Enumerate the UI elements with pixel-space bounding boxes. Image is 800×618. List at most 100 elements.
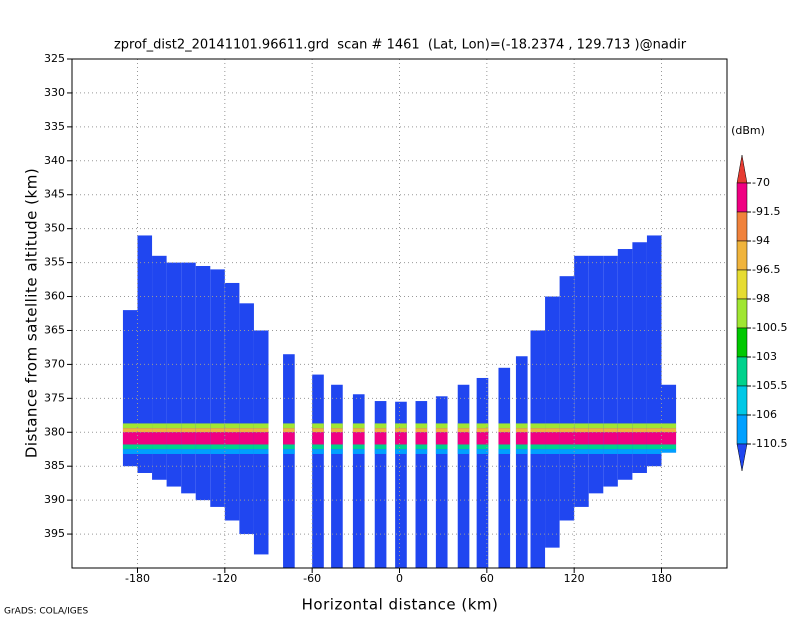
y-tick-label: 350 — [44, 222, 65, 235]
x-tick-label: -60 — [303, 572, 321, 585]
echo-layer — [632, 423, 647, 429]
echo-layer — [457, 428, 470, 433]
echo-layer — [239, 423, 254, 429]
colorbar-segment — [736, 385, 748, 416]
echo-column — [195, 265, 211, 501]
echo-layer — [224, 444, 240, 450]
echo-layer — [283, 444, 295, 450]
echo-layer — [435, 428, 448, 433]
echo-column — [312, 374, 324, 568]
echo-column — [498, 367, 511, 568]
echo-layer — [181, 432, 196, 445]
echo-layer — [224, 432, 240, 445]
echo-layer — [498, 423, 511, 429]
echo-layer — [352, 449, 365, 454]
colorbar-segment — [736, 240, 748, 271]
echo-layer — [122, 449, 138, 454]
echo-layer — [239, 444, 254, 450]
echo-layer — [312, 444, 324, 450]
echo-layer — [181, 428, 196, 433]
echo-column — [435, 396, 448, 568]
echo-layer — [152, 432, 167, 445]
echo-layer — [646, 449, 662, 454]
echo-layer — [122, 423, 138, 429]
echo-layer — [224, 423, 240, 429]
echo-layer — [632, 432, 647, 445]
echo-layer — [498, 428, 511, 433]
echo-layer — [559, 423, 575, 429]
echo-layer — [574, 449, 589, 454]
echo-column — [374, 401, 387, 568]
echo-layer — [603, 428, 618, 433]
echo-layer — [283, 432, 295, 445]
y-axis-label: Distance from satellite altitude (km) — [23, 168, 41, 458]
echo-layer — [435, 449, 448, 454]
y-tick-label: 365 — [44, 323, 65, 336]
echo-layer — [559, 449, 575, 454]
echo-layer — [166, 444, 182, 450]
echo-layer — [603, 444, 618, 450]
echo-column — [395, 401, 407, 568]
echo-layer — [181, 449, 196, 454]
colorbar-segment — [736, 356, 748, 387]
echo-column — [457, 384, 470, 568]
echo-column — [632, 242, 647, 473]
echo-layer — [545, 444, 560, 450]
echo-layer — [498, 444, 511, 450]
y-tick-label: 370 — [44, 357, 65, 370]
echo-layer — [331, 423, 343, 429]
colorbar-label: -96.5 — [752, 263, 780, 276]
echo-layer — [646, 428, 662, 433]
echo-layer — [617, 444, 633, 450]
echo-layer — [312, 428, 324, 433]
echo-layer — [661, 423, 677, 429]
echo-layer — [545, 423, 560, 429]
y-tick-label: 360 — [44, 290, 65, 303]
echo-layer — [661, 444, 677, 450]
colorbar-label: -98 — [752, 292, 770, 305]
echo-column — [224, 282, 240, 521]
colorbar-segment — [736, 182, 748, 213]
echo-layer — [530, 449, 546, 454]
echo-layer — [374, 423, 387, 429]
echo-layer — [137, 423, 153, 429]
echo-layer — [166, 449, 182, 454]
echo-layer — [574, 432, 589, 445]
x-tick-label: 180 — [651, 572, 672, 585]
echo-layer — [574, 444, 589, 450]
echo-layer — [137, 428, 153, 433]
echo-layer — [210, 432, 225, 445]
echo-layer — [166, 428, 182, 433]
echo-column — [574, 255, 589, 507]
echo-layer — [283, 428, 295, 433]
echo-layer — [415, 444, 428, 450]
echo-layer — [239, 428, 254, 433]
y-tick-label: 380 — [44, 425, 65, 438]
echo-layer — [559, 432, 575, 445]
colorbar-label: -94 — [752, 234, 770, 247]
echo-layer — [312, 423, 324, 429]
echo-layer — [457, 432, 470, 445]
echo-layer — [166, 432, 182, 445]
echo-layer — [559, 444, 575, 450]
echo-layer — [181, 423, 196, 429]
echo-layer — [415, 428, 428, 433]
echo-layer — [457, 449, 470, 454]
echo-layer — [530, 423, 546, 429]
echo-column — [515, 356, 528, 568]
y-tick-label: 335 — [44, 120, 65, 133]
echo-layer — [239, 432, 254, 445]
echo-column — [283, 354, 295, 568]
y-tick-label: 355 — [44, 256, 65, 269]
echo-layer — [559, 428, 575, 433]
echo-column — [137, 235, 153, 473]
echo-layer — [530, 432, 546, 445]
echo-layer — [395, 444, 407, 450]
echo-layer — [253, 449, 269, 454]
echo-column — [181, 262, 196, 494]
echo-layer — [195, 449, 211, 454]
echo-layer — [152, 444, 167, 450]
colorbar-segment — [736, 211, 748, 242]
echo-layer — [530, 444, 546, 450]
y-tick-label: 325 — [44, 52, 65, 65]
